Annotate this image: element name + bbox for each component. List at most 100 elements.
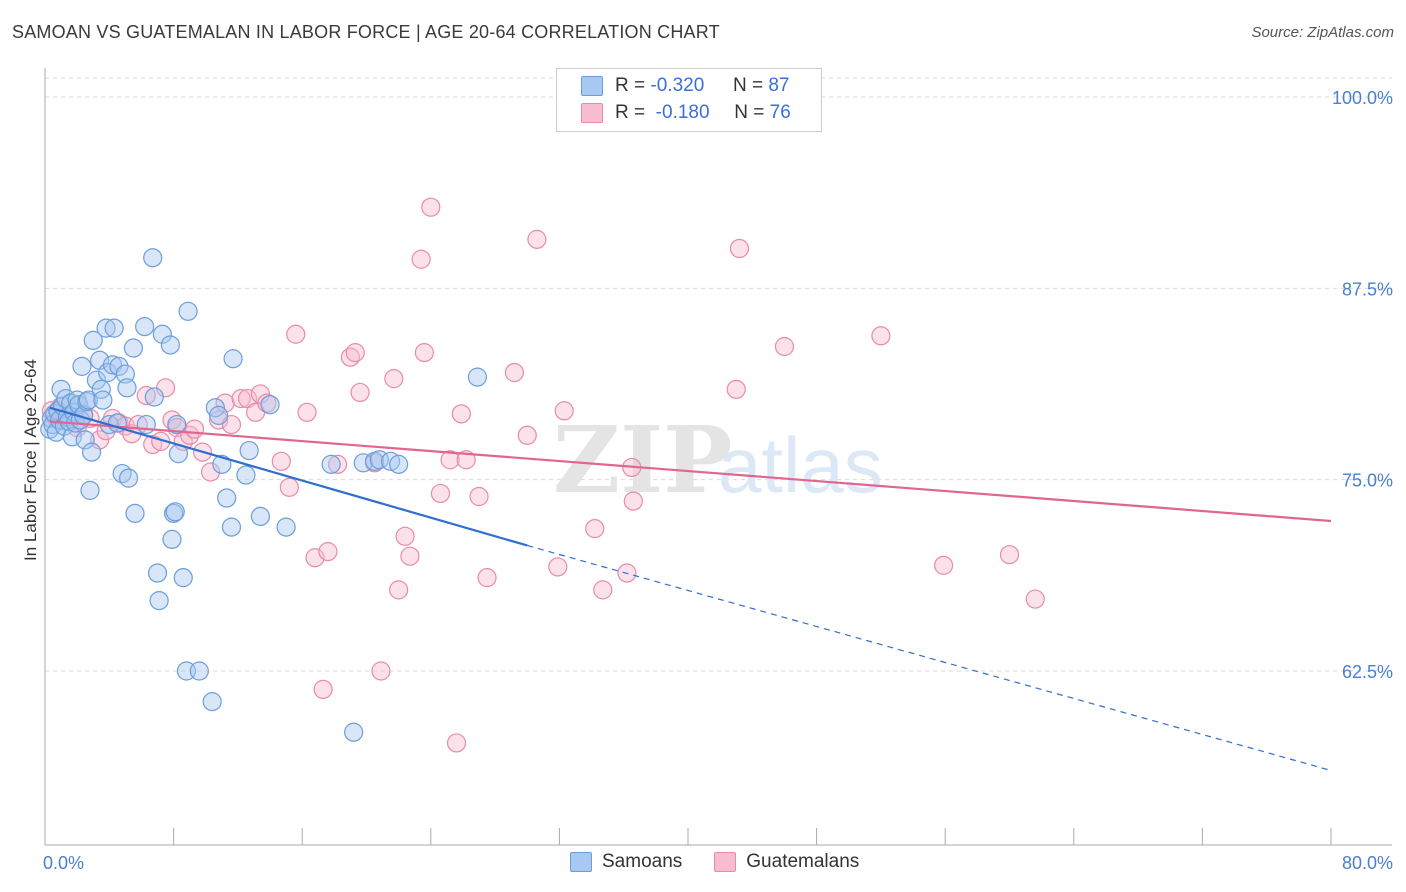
samoan-point xyxy=(123,338,144,358)
samoan-point xyxy=(160,335,180,355)
samoan-point xyxy=(165,502,185,522)
guatemalan-point xyxy=(421,197,441,217)
guatemalan-point xyxy=(345,343,365,363)
guatemalan-point xyxy=(318,542,338,562)
guatemalan-point xyxy=(446,733,467,753)
samoan-point xyxy=(118,468,139,488)
y-tick-label: 62.5% xyxy=(1342,662,1393,682)
samoan-point xyxy=(115,364,135,384)
guatemalan-point xyxy=(554,401,574,421)
samoan-point xyxy=(147,563,168,583)
samoan-point xyxy=(250,506,271,527)
samoan-point xyxy=(321,454,341,474)
samoan-point xyxy=(239,440,259,461)
samoan-point xyxy=(467,367,488,387)
samoan-point xyxy=(136,414,156,435)
guatemalan-r-label: R = xyxy=(615,102,646,123)
samoan-point xyxy=(82,442,102,462)
samoan-point xyxy=(117,378,137,398)
samoan-point xyxy=(276,517,296,537)
samoan-swatch xyxy=(581,76,603,96)
guatemalan-point xyxy=(371,661,391,681)
guatemalan-point xyxy=(411,249,431,269)
samoan-point xyxy=(86,370,107,390)
guatemalan-point xyxy=(593,580,613,600)
samoan-point xyxy=(236,465,256,485)
guatemalan-point xyxy=(871,326,891,346)
guatemalans-legend-label: Guatemalans xyxy=(746,851,860,872)
samoan-point xyxy=(125,503,145,523)
guatemalan-point xyxy=(729,238,750,259)
guatemalan-point xyxy=(231,388,251,409)
samoan-point xyxy=(173,568,193,588)
guatemalan-point xyxy=(414,343,434,363)
guatemalan-point xyxy=(451,404,471,424)
samoan-point xyxy=(223,349,243,369)
guatemalan-point xyxy=(774,336,795,357)
y-tick-label: 75.0% xyxy=(1342,471,1393,491)
guatemalan-point xyxy=(999,545,1020,565)
guatemalan-point xyxy=(279,477,299,497)
guatemalan-point xyxy=(384,369,404,389)
legend-item-samoans[interactable]: Samoans xyxy=(570,851,682,873)
guatemalan-point xyxy=(136,385,156,406)
x-tick-label: 0.0% xyxy=(43,853,84,873)
guatemalan-point xyxy=(209,410,229,430)
trend-lines xyxy=(49,406,1332,772)
guatemalan-point xyxy=(469,486,489,507)
guatemalan-point xyxy=(350,382,370,403)
guatemalan-trend-line xyxy=(49,420,1332,523)
samoan-n-value: 87 xyxy=(768,75,790,96)
guatemalan-n-value: 76 xyxy=(769,102,791,123)
guatemalan-point xyxy=(726,379,746,399)
guatemalan-point xyxy=(286,324,306,344)
guatemalan-point xyxy=(517,425,537,445)
samoan-point xyxy=(202,692,222,712)
samoan-point xyxy=(143,248,163,268)
series-legend: Samoans Guatemalans xyxy=(570,851,891,873)
guatemalan-n-label: N = xyxy=(734,102,765,123)
guatemalan-point xyxy=(400,546,420,566)
y-axis-label: In Labor Force | Age 20-64 xyxy=(21,359,40,561)
guatemalan-point xyxy=(1025,589,1045,609)
guatemalan-point xyxy=(297,402,317,422)
samoans-legend-swatch xyxy=(570,852,592,872)
correlation-legend: R = -0.320 N = 87 R = -0.180 N = 76 xyxy=(556,68,822,132)
samoan-point xyxy=(167,414,187,435)
guatemalan-point xyxy=(504,362,524,383)
guatemalan-point xyxy=(440,450,460,470)
samoan-points xyxy=(40,248,488,742)
watermark-atlas: atlas xyxy=(718,421,883,509)
samoan-point xyxy=(178,301,198,321)
legend-item-guatemalans[interactable]: Guatemalans xyxy=(714,851,859,873)
samoan-point xyxy=(344,722,364,742)
samoan-point xyxy=(212,454,232,474)
guatemalan-point xyxy=(933,555,954,575)
guatemalan-point xyxy=(184,419,205,439)
watermark-zip: ZIP xyxy=(553,406,732,514)
samoan-point xyxy=(221,517,242,537)
guatemalan-point xyxy=(585,519,605,539)
samoan-point xyxy=(209,405,229,425)
guatemalan-swatch xyxy=(581,103,603,123)
guatemalan-point xyxy=(527,229,547,249)
samoan-point xyxy=(104,318,124,338)
guatemalan-point xyxy=(271,451,291,471)
guatemalan-point xyxy=(430,483,451,504)
guatemalan-point xyxy=(327,454,348,474)
guatemalan-r-value: -0.180 xyxy=(655,102,710,123)
guatemalan-point xyxy=(200,462,221,482)
chart-title: SAMOAN VS GUATEMALAN IN LABOR FORCE | AG… xyxy=(12,22,720,42)
samoan-trend-line xyxy=(49,406,528,547)
tick-labels: 62.5% 75.0% 87.5% 100.0% 0.0% 80.0% xyxy=(43,88,1393,873)
samoan-point xyxy=(75,430,95,450)
samoan-point xyxy=(260,395,280,415)
samoan-point xyxy=(78,390,99,410)
legend-row-samoans: R = -0.320 N = 87 xyxy=(581,73,789,99)
samoan-point xyxy=(152,324,172,344)
guatemalan-point xyxy=(313,679,333,699)
legend-row-guatemalans: R = -0.180 N = 76 xyxy=(581,100,791,126)
y-tick-label: 100.0% xyxy=(1332,88,1393,108)
axes xyxy=(44,68,1392,846)
